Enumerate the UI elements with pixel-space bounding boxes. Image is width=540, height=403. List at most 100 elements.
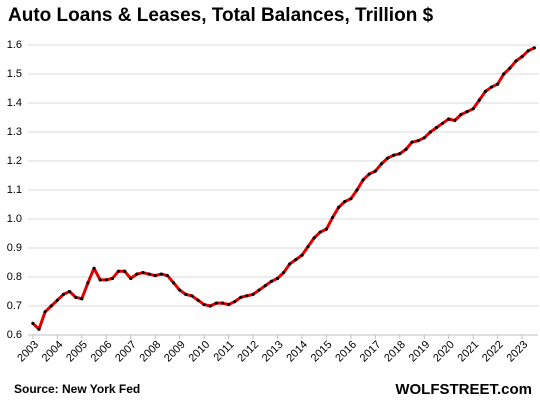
point <box>269 279 273 283</box>
chart-title: Auto Loans & Leases, Total Balances, Tri… <box>8 5 434 26</box>
x-tick-label: 2021 <box>456 339 482 365</box>
x-tick-label: 2009 <box>162 339 188 365</box>
point <box>263 284 267 288</box>
y-tick-label: 0.8 <box>7 271 22 283</box>
y-tick-label: 0.6 <box>7 329 22 341</box>
point <box>465 110 469 114</box>
point <box>171 281 176 285</box>
point <box>165 273 170 278</box>
point <box>404 147 408 151</box>
point <box>502 72 506 76</box>
point <box>416 139 420 143</box>
point <box>123 269 127 273</box>
point <box>471 107 475 111</box>
point <box>190 294 194 298</box>
point <box>361 178 365 182</box>
point <box>251 292 255 296</box>
point <box>379 162 384 166</box>
point <box>141 271 145 275</box>
x-tick-label: 2014 <box>284 339 310 365</box>
y-tick-label: 1.2 <box>7 155 22 167</box>
point <box>31 321 35 325</box>
point <box>245 294 249 298</box>
x-tick-label: 2015 <box>309 339 335 365</box>
point <box>257 288 261 292</box>
point <box>300 253 304 257</box>
point <box>153 273 157 278</box>
point <box>61 292 66 296</box>
x-tick-label: 2013 <box>260 339 286 365</box>
point <box>441 121 445 125</box>
point <box>110 276 114 281</box>
brand: WOLFSTREET.com <box>395 381 532 398</box>
point <box>324 227 329 231</box>
point <box>55 298 59 302</box>
x-tick-label: 2012 <box>235 339 261 365</box>
point <box>349 197 353 201</box>
point <box>428 130 432 134</box>
point <box>294 258 298 262</box>
point <box>86 281 90 285</box>
point <box>410 140 414 144</box>
point <box>526 49 530 53</box>
point <box>318 230 322 234</box>
point <box>337 205 341 209</box>
point <box>159 272 163 276</box>
point <box>532 46 536 50</box>
point <box>116 269 121 273</box>
point <box>306 244 310 249</box>
point <box>392 153 396 157</box>
x-tick-label: 2017 <box>358 339 384 365</box>
point <box>202 302 206 307</box>
point <box>239 295 243 299</box>
x-tick-label: 2020 <box>431 339 457 365</box>
point <box>233 300 237 304</box>
point <box>226 302 231 307</box>
point <box>196 298 200 302</box>
y-tick-label: 1.6 <box>7 39 22 51</box>
point <box>80 297 84 301</box>
y-tick-label: 1.5 <box>7 68 22 80</box>
point <box>129 276 133 281</box>
x-tick-label: 2008 <box>138 339 164 365</box>
y-tick-label: 0.9 <box>7 242 22 254</box>
point <box>208 304 212 308</box>
x-tick-label: 2018 <box>382 339 408 365</box>
point <box>92 266 96 270</box>
point <box>514 59 518 63</box>
point <box>67 289 72 294</box>
x-tick-label: 2005 <box>64 339 90 365</box>
point <box>220 301 225 305</box>
point <box>312 236 316 240</box>
point <box>367 172 371 176</box>
x-tick-label: 2006 <box>89 339 115 365</box>
point <box>178 288 182 292</box>
x-tick-label: 2022 <box>480 339 506 365</box>
point <box>214 301 218 305</box>
point <box>373 169 377 173</box>
y-tick-label: 1.3 <box>7 126 22 138</box>
point <box>37 327 41 331</box>
x-tick-label: 2019 <box>407 339 433 365</box>
point <box>104 278 108 282</box>
point <box>343 200 347 204</box>
point <box>520 55 524 59</box>
point <box>282 271 286 275</box>
source: Source: New York Fed <box>14 382 140 396</box>
point <box>489 85 494 89</box>
point <box>98 278 102 282</box>
point <box>385 156 390 160</box>
point <box>43 310 47 314</box>
y-tick-label: 1.0 <box>7 213 22 225</box>
point <box>275 276 280 281</box>
point <box>184 292 188 296</box>
point <box>398 152 402 156</box>
point <box>477 98 481 102</box>
line <box>31 46 535 331</box>
point <box>49 304 53 308</box>
point <box>288 262 292 266</box>
point <box>422 136 426 140</box>
x-tick-label: 2007 <box>113 339 139 365</box>
x-tick-label: 2010 <box>186 339 212 365</box>
